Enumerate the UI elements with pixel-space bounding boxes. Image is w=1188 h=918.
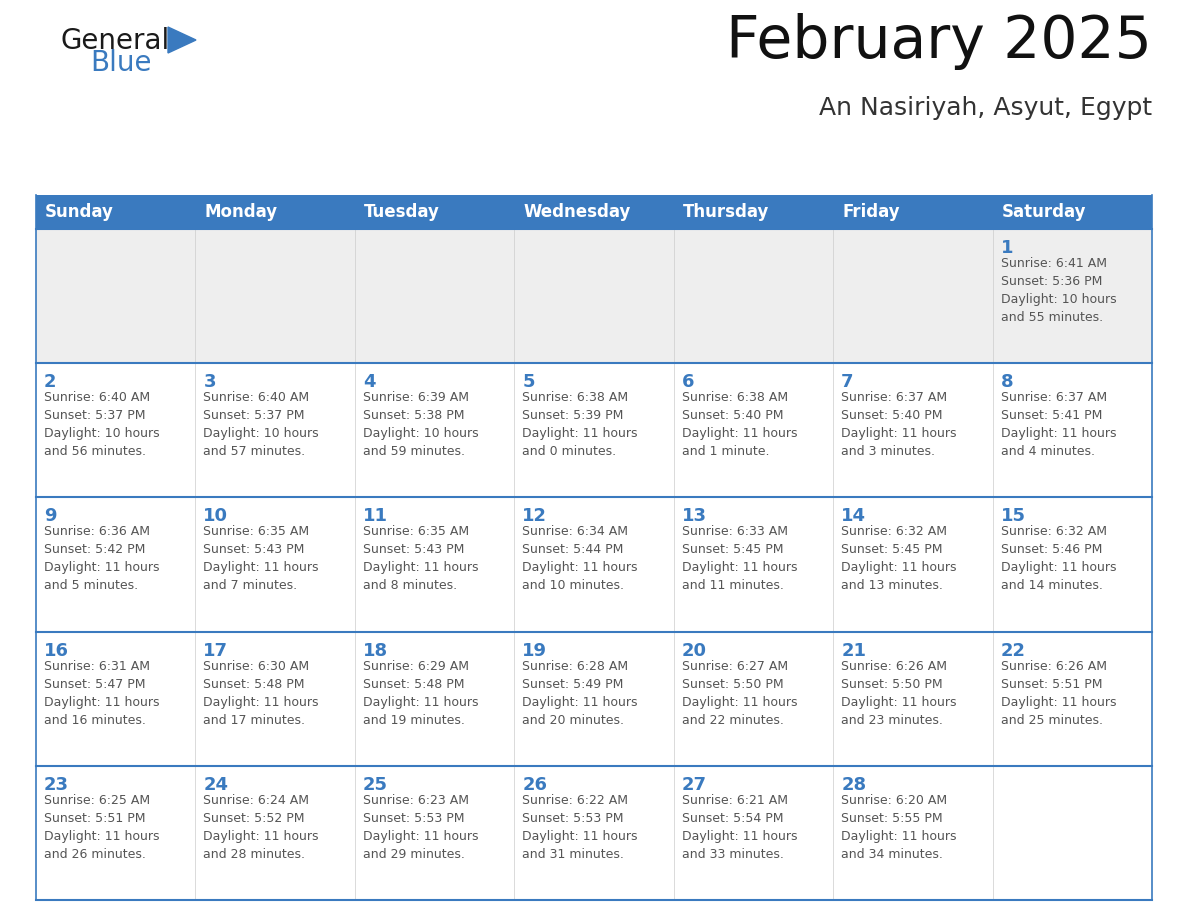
Text: Sunrise: 6:37 AM
Sunset: 5:41 PM
Daylight: 11 hours
and 4 minutes.: Sunrise: 6:37 AM Sunset: 5:41 PM Dayligh… [1000,391,1116,458]
Text: Sunrise: 6:38 AM
Sunset: 5:39 PM
Daylight: 11 hours
and 0 minutes.: Sunrise: 6:38 AM Sunset: 5:39 PM Dayligh… [523,391,638,458]
Text: 14: 14 [841,508,866,525]
Text: 4: 4 [362,374,375,391]
Text: Sunrise: 6:35 AM
Sunset: 5:43 PM
Daylight: 11 hours
and 8 minutes.: Sunrise: 6:35 AM Sunset: 5:43 PM Dayligh… [362,525,479,592]
Text: Saturday: Saturday [1001,203,1086,221]
Bar [674,195,833,229]
Text: Blue: Blue [90,49,152,77]
Text: 13: 13 [682,508,707,525]
Text: Sunrise: 6:26 AM
Sunset: 5:50 PM
Daylight: 11 hours
and 23 minutes.: Sunrise: 6:26 AM Sunset: 5:50 PM Dayligh… [841,660,956,727]
Text: Sunrise: 6:39 AM
Sunset: 5:38 PM
Daylight: 10 hours
and 59 minutes.: Sunrise: 6:39 AM Sunset: 5:38 PM Dayligh… [362,391,479,458]
Text: 18: 18 [362,642,388,660]
Text: 8: 8 [1000,374,1013,391]
Text: An Nasiriyah, Asyut, Egypt: An Nasiriyah, Asyut, Egypt [819,96,1152,120]
Text: Sunrise: 6:29 AM
Sunset: 5:48 PM
Daylight: 11 hours
and 19 minutes.: Sunrise: 6:29 AM Sunset: 5:48 PM Dayligh… [362,660,479,727]
Text: 19: 19 [523,642,548,660]
Text: 5: 5 [523,374,535,391]
Text: 10: 10 [203,508,228,525]
Text: Sunrise: 6:34 AM
Sunset: 5:44 PM
Daylight: 11 hours
and 10 minutes.: Sunrise: 6:34 AM Sunset: 5:44 PM Dayligh… [523,525,638,592]
Text: 9: 9 [44,508,57,525]
Text: 3: 3 [203,374,216,391]
Text: Sunrise: 6:27 AM
Sunset: 5:50 PM
Daylight: 11 hours
and 22 minutes.: Sunrise: 6:27 AM Sunset: 5:50 PM Dayligh… [682,660,797,727]
Text: 20: 20 [682,642,707,660]
Text: 6: 6 [682,374,694,391]
Text: Sunrise: 6:28 AM
Sunset: 5:49 PM
Daylight: 11 hours
and 20 minutes.: Sunrise: 6:28 AM Sunset: 5:49 PM Dayligh… [523,660,638,727]
Text: Sunrise: 6:32 AM
Sunset: 5:45 PM
Daylight: 11 hours
and 13 minutes.: Sunrise: 6:32 AM Sunset: 5:45 PM Dayligh… [841,525,956,592]
Text: 2: 2 [44,374,57,391]
Bar [355,195,514,229]
Bar [36,195,196,229]
Text: 25: 25 [362,776,387,794]
Text: Sunrise: 6:23 AM
Sunset: 5:53 PM
Daylight: 11 hours
and 29 minutes.: Sunrise: 6:23 AM Sunset: 5:53 PM Dayligh… [362,794,479,861]
Text: Sunrise: 6:41 AM
Sunset: 5:36 PM
Daylight: 10 hours
and 55 minutes.: Sunrise: 6:41 AM Sunset: 5:36 PM Dayligh… [1000,257,1117,324]
Text: Sunrise: 6:38 AM
Sunset: 5:40 PM
Daylight: 11 hours
and 1 minute.: Sunrise: 6:38 AM Sunset: 5:40 PM Dayligh… [682,391,797,458]
Text: Sunrise: 6:40 AM
Sunset: 5:37 PM
Daylight: 10 hours
and 56 minutes.: Sunrise: 6:40 AM Sunset: 5:37 PM Dayligh… [44,391,159,458]
Text: Sunrise: 6:25 AM
Sunset: 5:51 PM
Daylight: 11 hours
and 26 minutes.: Sunrise: 6:25 AM Sunset: 5:51 PM Dayligh… [44,794,159,861]
Text: Sunday: Sunday [45,203,114,221]
Bar [36,766,1152,900]
Text: Sunrise: 6:35 AM
Sunset: 5:43 PM
Daylight: 11 hours
and 7 minutes.: Sunrise: 6:35 AM Sunset: 5:43 PM Dayligh… [203,525,318,592]
Text: Sunrise: 6:33 AM
Sunset: 5:45 PM
Daylight: 11 hours
and 11 minutes.: Sunrise: 6:33 AM Sunset: 5:45 PM Dayligh… [682,525,797,592]
Text: Sunrise: 6:21 AM
Sunset: 5:54 PM
Daylight: 11 hours
and 33 minutes.: Sunrise: 6:21 AM Sunset: 5:54 PM Dayligh… [682,794,797,861]
Text: 11: 11 [362,508,387,525]
Text: Sunrise: 6:30 AM
Sunset: 5:48 PM
Daylight: 11 hours
and 17 minutes.: Sunrise: 6:30 AM Sunset: 5:48 PM Dayligh… [203,660,318,727]
Bar [36,632,1152,766]
Bar [514,195,674,229]
Text: 28: 28 [841,776,866,794]
Bar [36,498,1152,632]
Text: Thursday: Thursday [683,203,769,221]
Text: 12: 12 [523,508,548,525]
Text: 22: 22 [1000,642,1025,660]
Text: 26: 26 [523,776,548,794]
Bar [36,364,1152,498]
Text: Sunrise: 6:24 AM
Sunset: 5:52 PM
Daylight: 11 hours
and 28 minutes.: Sunrise: 6:24 AM Sunset: 5:52 PM Dayligh… [203,794,318,861]
Text: Sunrise: 6:32 AM
Sunset: 5:46 PM
Daylight: 11 hours
and 14 minutes.: Sunrise: 6:32 AM Sunset: 5:46 PM Dayligh… [1000,525,1116,592]
Text: Sunrise: 6:22 AM
Sunset: 5:53 PM
Daylight: 11 hours
and 31 minutes.: Sunrise: 6:22 AM Sunset: 5:53 PM Dayligh… [523,794,638,861]
Polygon shape [168,27,196,53]
Text: Sunrise: 6:40 AM
Sunset: 5:37 PM
Daylight: 10 hours
and 57 minutes.: Sunrise: 6:40 AM Sunset: 5:37 PM Dayligh… [203,391,320,458]
Text: Wednesday: Wednesday [523,203,631,221]
Text: 24: 24 [203,776,228,794]
Text: General: General [61,27,169,55]
Text: Sunrise: 6:26 AM
Sunset: 5:51 PM
Daylight: 11 hours
and 25 minutes.: Sunrise: 6:26 AM Sunset: 5:51 PM Dayligh… [1000,660,1116,727]
Text: 23: 23 [44,776,69,794]
Bar [833,195,992,229]
Text: Sunrise: 6:31 AM
Sunset: 5:47 PM
Daylight: 11 hours
and 16 minutes.: Sunrise: 6:31 AM Sunset: 5:47 PM Dayligh… [44,660,159,727]
Text: Monday: Monday [204,203,278,221]
Text: Tuesday: Tuesday [364,203,440,221]
Text: Sunrise: 6:37 AM
Sunset: 5:40 PM
Daylight: 11 hours
and 3 minutes.: Sunrise: 6:37 AM Sunset: 5:40 PM Dayligh… [841,391,956,458]
Text: 1: 1 [1000,239,1013,257]
Text: 15: 15 [1000,508,1025,525]
Text: Sunrise: 6:20 AM
Sunset: 5:55 PM
Daylight: 11 hours
and 34 minutes.: Sunrise: 6:20 AM Sunset: 5:55 PM Dayligh… [841,794,956,861]
Text: Sunrise: 6:36 AM
Sunset: 5:42 PM
Daylight: 11 hours
and 5 minutes.: Sunrise: 6:36 AM Sunset: 5:42 PM Dayligh… [44,525,159,592]
Text: February 2025: February 2025 [726,13,1152,70]
Bar [36,229,1152,364]
Bar [196,195,355,229]
Text: Friday: Friday [842,203,899,221]
Bar [992,195,1152,229]
Text: 16: 16 [44,642,69,660]
Text: 17: 17 [203,642,228,660]
Text: 21: 21 [841,642,866,660]
Text: 27: 27 [682,776,707,794]
Text: 7: 7 [841,374,854,391]
